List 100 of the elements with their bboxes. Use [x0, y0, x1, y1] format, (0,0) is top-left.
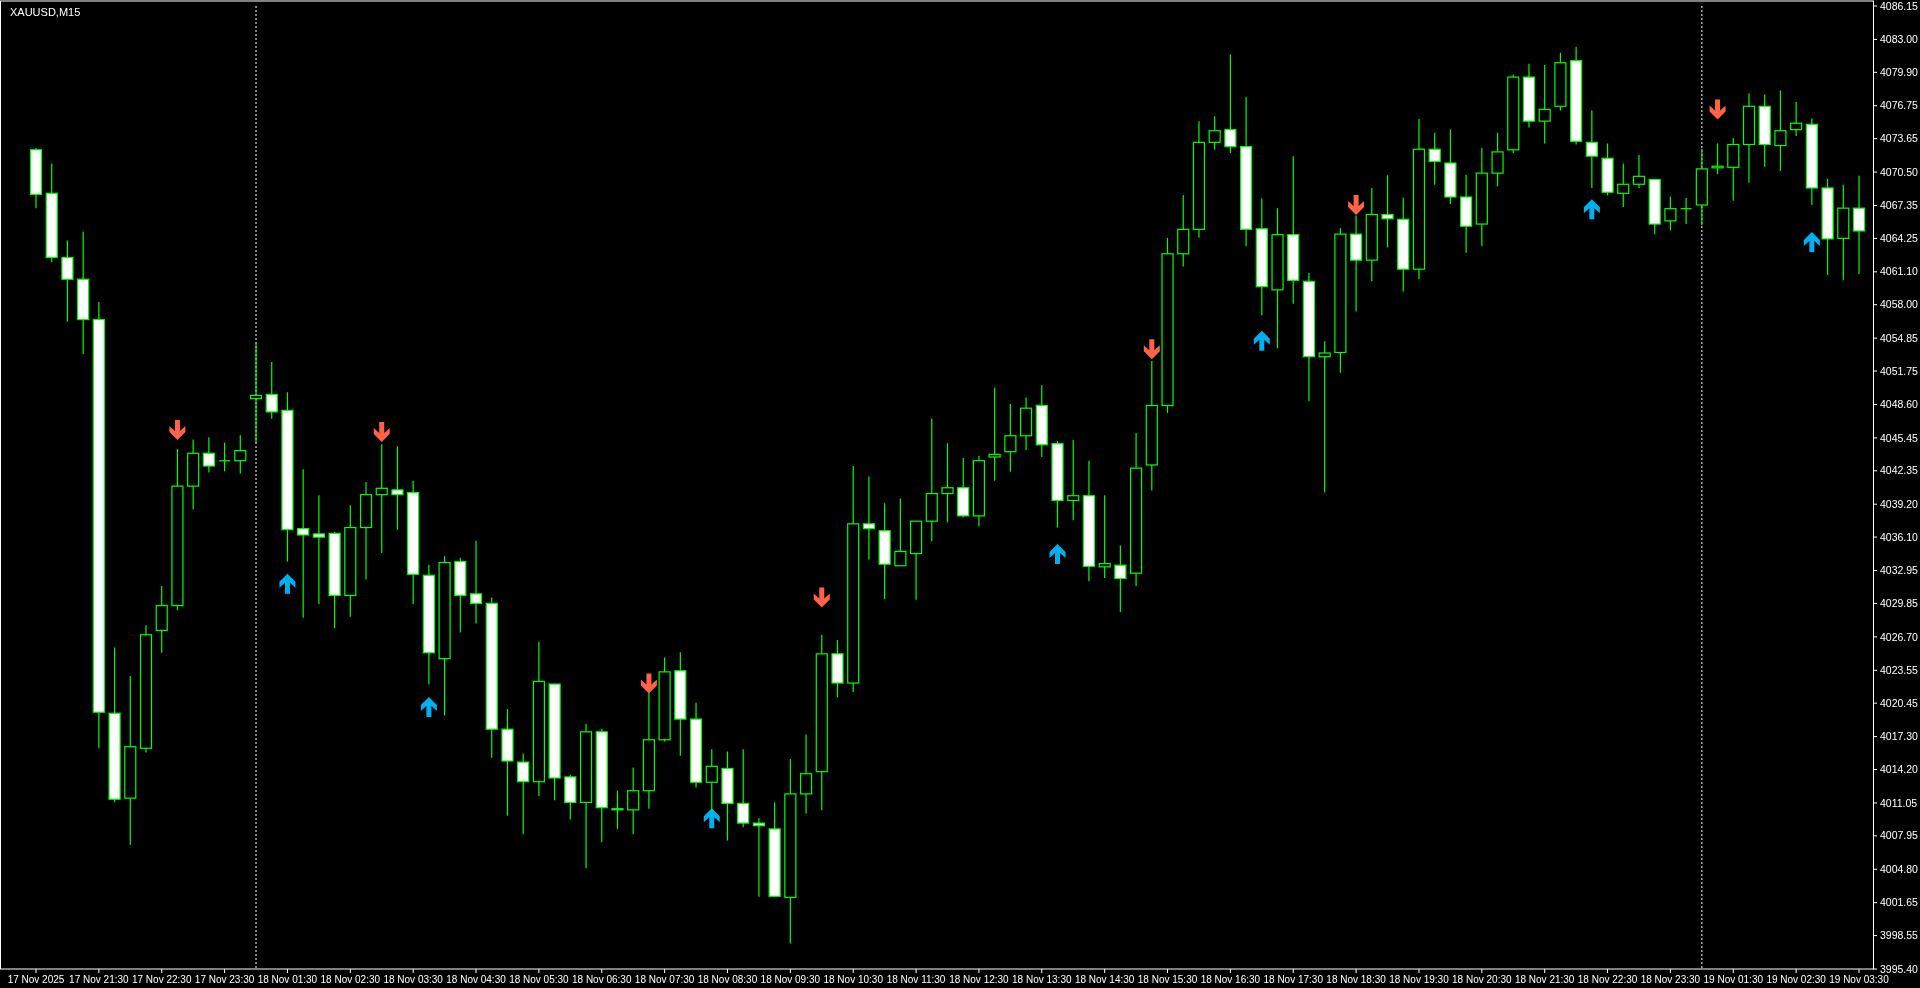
x-tick-label: 18 Nov 07:30 — [634, 974, 695, 985]
candlestick — [627, 766, 640, 835]
x-tick-label: 18 Nov 20:30 — [1452, 974, 1512, 985]
x-tick-label: 18 Nov 08:30 — [697, 974, 758, 985]
candlestick — [752, 817, 766, 898]
candlestick — [1318, 340, 1331, 494]
y-tick-label: 4076.75 — [1880, 99, 1919, 112]
x-tick-label: 19 Nov 03:30 — [1829, 974, 1890, 985]
point — [1253, 330, 1270, 351]
candlestick — [1632, 154, 1646, 189]
candlestick — [234, 434, 247, 475]
y-tick-label: 4014.20 — [1880, 763, 1919, 776]
y-tick-label: 4011.05 — [1880, 796, 1918, 809]
y-tick-label: 4042.35 — [1880, 464, 1919, 477]
y-tick-label: 4032.95 — [1880, 564, 1919, 577]
point — [1583, 199, 1600, 220]
y-tick-label: 4023.55 — [1880, 663, 1919, 676]
x-tick-label: 18 Nov 16:30 — [1200, 974, 1261, 985]
candlestick — [1774, 89, 1787, 172]
x-tick-label: 17 Nov 21:30 — [69, 974, 130, 985]
candlestick — [469, 540, 483, 625]
candlestick — [1664, 195, 1677, 232]
y-tick-label: 4020.45 — [1880, 696, 1919, 709]
point — [703, 808, 720, 829]
point — [1143, 339, 1160, 360]
point — [1709, 99, 1726, 120]
x-tick-label: 18 Nov 09:30 — [760, 974, 821, 985]
x-tick-label: 18 Nov 03:30 — [383, 974, 444, 985]
y-tick-label: 4017.30 — [1880, 730, 1919, 743]
y-tick-label: 4058.00 — [1880, 298, 1919, 311]
candlestick — [1617, 162, 1630, 208]
candlestick — [391, 445, 404, 531]
candlestick — [375, 443, 388, 554]
candlestick — [862, 476, 876, 560]
y-tick-label: 4054.85 — [1880, 331, 1919, 344]
candlestick — [1114, 545, 1127, 613]
candlestick — [1491, 132, 1504, 187]
y-tick-label: 4070.50 — [1880, 165, 1919, 178]
point — [640, 673, 657, 694]
point — [279, 573, 296, 594]
y-tick-label: 4061.10 — [1880, 265, 1919, 278]
x-tick-label: 17 Nov 2025 — [7, 974, 65, 985]
x-tick-label: 18 Nov 13:30 — [1012, 974, 1072, 985]
point — [1049, 544, 1066, 565]
candlestick — [265, 361, 278, 420]
x-tick-label: 17 Nov 23:30 — [194, 974, 255, 985]
point — [1348, 194, 1365, 215]
candlestick — [1067, 439, 1080, 521]
candlestick — [799, 733, 813, 815]
candlestick — [312, 494, 325, 605]
candlestick — [1727, 137, 1740, 202]
x-tick-label: 18 Nov 14:30 — [1074, 974, 1135, 985]
x-tick-label: 18 Nov 10:30 — [823, 974, 884, 985]
y-tick-label: 3998.55 — [1880, 929, 1919, 942]
candlestick — [202, 436, 215, 473]
candlestick — [894, 497, 907, 567]
x-tick-label: 18 Nov 12:30 — [949, 974, 1010, 985]
candlestick — [737, 748, 750, 828]
y-tick-label: 4067.35 — [1880, 199, 1919, 212]
y-tick-label: 4039.20 — [1880, 497, 1919, 510]
candlestick — [1224, 53, 1237, 154]
candlestick — [1381, 174, 1394, 249]
y-tick-label: 4086.15 — [1880, 0, 1919, 12]
candlestick — [988, 386, 1001, 482]
x-tick-label: 18 Nov 06:30 — [572, 974, 632, 985]
candlestick — [611, 790, 624, 830]
x-tick-label: 18 Nov 21:30 — [1514, 974, 1575, 985]
y-tick-label: 4004.80 — [1880, 862, 1919, 875]
x-tick-label: 18 Nov 04:30 — [446, 974, 507, 985]
y-tick-label: 4036.10 — [1880, 530, 1919, 543]
y-tick-label: 4007.95 — [1880, 829, 1919, 842]
candlestick — [61, 239, 74, 323]
candlestick — [1585, 109, 1598, 189]
candlestick — [517, 752, 530, 835]
x-tick-label: 18 Nov 19:30 — [1389, 974, 1450, 985]
x-tick-label: 18 Nov 02:30 — [320, 974, 381, 985]
point — [813, 587, 830, 608]
candlestick — [1538, 64, 1551, 145]
y-tick-label: 4079.90 — [1880, 66, 1919, 78]
y-tick-label: 4064.25 — [1880, 232, 1919, 245]
candlestick — [1098, 494, 1111, 579]
candlestick — [249, 342, 263, 444]
x-tick-label: 19 Nov 02:30 — [1766, 974, 1827, 985]
candlestick — [941, 442, 954, 523]
y-tick-label: 4029.85 — [1880, 597, 1919, 610]
candlestick — [1208, 115, 1221, 151]
candlestick — [297, 468, 310, 619]
x-tick-label: 18 Nov 17:30 — [1263, 974, 1324, 985]
y-tick-label: 4048.60 — [1880, 398, 1919, 411]
x-tick-label: 18 Nov 05:30 — [509, 974, 570, 985]
x-tick-label: 18 Nov 18:30 — [1326, 974, 1387, 985]
candlestick — [1428, 132, 1441, 186]
point — [169, 419, 186, 440]
x-tick-label: 17 Nov 22:30 — [131, 974, 192, 985]
x-tick-label: 18 Nov 22:30 — [1577, 974, 1638, 985]
chart-title: XAUUSD,M15 — [10, 6, 81, 18]
point — [1803, 232, 1820, 253]
y-tick-label: 4026.70 — [1880, 630, 1919, 643]
candlestick — [1004, 403, 1017, 473]
y-tick-label: 4045.45 — [1880, 431, 1919, 444]
